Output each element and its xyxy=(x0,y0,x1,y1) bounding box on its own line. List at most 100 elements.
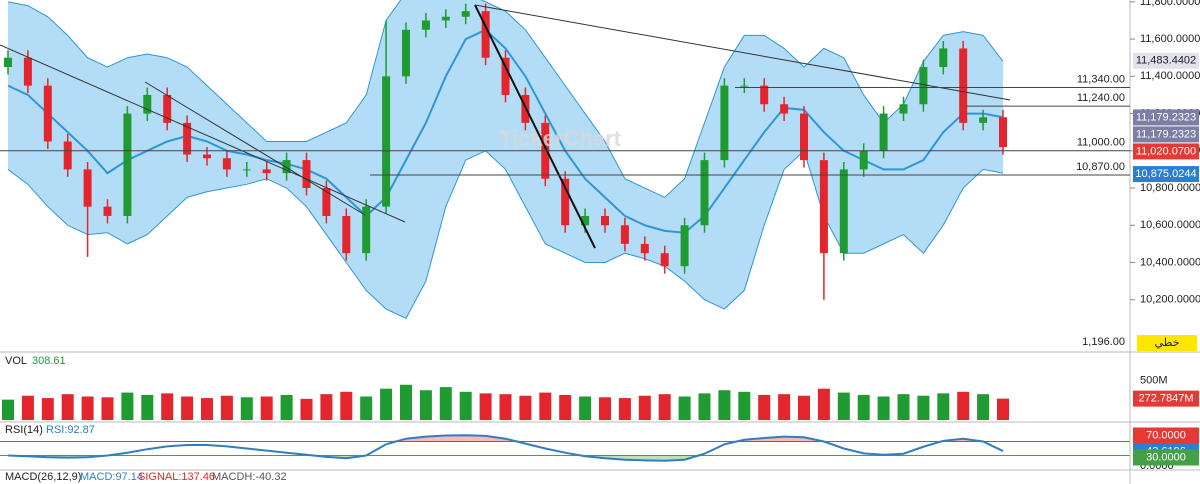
candle-body xyxy=(43,85,52,142)
candle-body xyxy=(581,215,590,226)
volume-bar xyxy=(240,397,253,420)
candle-body xyxy=(103,206,112,216)
candle-body xyxy=(421,20,430,30)
price-badge-label: 11,483.4402 xyxy=(1136,55,1196,67)
volume-bar xyxy=(459,391,472,420)
y-tick-label: 11,400.0000 xyxy=(1140,70,1200,82)
candle-body xyxy=(879,113,888,151)
volume-bar xyxy=(181,396,194,420)
trend-lines xyxy=(0,4,1011,249)
candle-body xyxy=(959,48,968,123)
volume-bar xyxy=(380,388,393,420)
volume-bar xyxy=(21,395,34,420)
trend-line xyxy=(474,4,596,249)
candle-body xyxy=(720,85,729,161)
volume-bar xyxy=(519,395,532,420)
rsi-line xyxy=(7,434,1004,462)
y-tick-label: 500M xyxy=(1140,375,1168,387)
price-badge xyxy=(1133,52,1199,69)
volume-bar xyxy=(280,394,293,420)
volume-bar xyxy=(479,393,492,420)
volume-bar xyxy=(141,394,154,420)
candle-body xyxy=(382,76,391,207)
candle-body xyxy=(839,169,848,254)
y-tick-label: 11,800.0000 xyxy=(1140,0,1200,8)
price-badge xyxy=(1133,427,1199,444)
candle-body xyxy=(561,178,570,226)
volume-bar xyxy=(917,395,930,420)
volume-bar xyxy=(579,396,592,420)
price-badge-label: 30.0000 xyxy=(1146,451,1186,463)
y-tick-label: 10,400.0000 xyxy=(1140,256,1200,268)
candle-body xyxy=(979,117,988,123)
volume-bar xyxy=(778,394,791,420)
candle-body xyxy=(123,113,132,216)
band-upper xyxy=(7,0,1004,198)
candle-body xyxy=(143,94,152,114)
price-badge xyxy=(1133,109,1199,126)
volume-bar xyxy=(698,393,711,420)
candle-body xyxy=(620,225,629,244)
candle-body xyxy=(740,85,749,87)
candle-body xyxy=(501,57,510,95)
price-badge-label: 10,875.0244 xyxy=(1135,168,1196,180)
volume-bar xyxy=(81,396,94,420)
volume-bar xyxy=(400,384,412,420)
volume-bar xyxy=(678,396,691,420)
panel-title: VOL xyxy=(5,355,27,367)
level-label: 11,340.00 xyxy=(1077,73,1125,85)
price-badge xyxy=(1133,166,1199,183)
volume-bar xyxy=(937,393,950,420)
y-tick-label: 10,800.0000 xyxy=(1140,182,1200,194)
candle-body xyxy=(899,104,908,114)
histogram-value: MACDH:-40.32 xyxy=(212,471,287,483)
candle-body xyxy=(660,253,669,267)
candle-body xyxy=(163,94,172,123)
level-label: 10,870.00 xyxy=(1076,161,1125,173)
volume-bar xyxy=(419,390,432,420)
candle-body xyxy=(83,169,92,207)
trend-line xyxy=(144,81,366,216)
candle-body xyxy=(601,215,609,226)
volume-bar xyxy=(439,387,452,420)
volume-bar xyxy=(499,394,512,420)
volume-bar xyxy=(320,394,333,420)
candle-body xyxy=(222,158,231,170)
volume-bar xyxy=(977,394,990,420)
trend-line xyxy=(0,44,406,223)
price-badge xyxy=(1133,449,1199,466)
level-label: 11,240.00 xyxy=(1077,92,1125,104)
volume-bar xyxy=(101,397,114,420)
candle-body xyxy=(939,48,948,68)
volume-bar xyxy=(121,392,134,420)
y-tick-label: 10,200.0000 xyxy=(1140,294,1200,306)
price-badge-label: 11,179.2323 xyxy=(1136,111,1196,123)
candle-body xyxy=(640,243,649,254)
watermark: TickerChart xyxy=(499,126,622,151)
volume-bar xyxy=(41,398,54,420)
volume-bar xyxy=(817,388,830,420)
volume-bar xyxy=(340,391,353,420)
candle-body xyxy=(441,16,450,21)
candle-body xyxy=(63,141,72,170)
price-badge-label: 11,020.0700 xyxy=(1136,145,1196,157)
candle-body xyxy=(819,160,828,254)
volume-bar xyxy=(997,398,1009,420)
volume-bar xyxy=(618,398,631,420)
volume-bar xyxy=(857,394,870,420)
price-badge xyxy=(1133,390,1199,407)
panel-value: RSI:92.87 xyxy=(46,424,95,436)
volume-bar xyxy=(2,399,14,420)
panel-value: 308.61 xyxy=(32,355,66,367)
candle-body xyxy=(183,122,192,155)
volume-bar xyxy=(161,393,174,420)
candle-body xyxy=(760,85,769,105)
panel-title: MACD(26,12,9) xyxy=(5,471,81,483)
mode-button-label[interactable]: خطي xyxy=(1155,337,1180,349)
candle-body xyxy=(242,169,251,171)
candle-body xyxy=(262,169,271,174)
level-label: 11,000.00 xyxy=(1077,137,1125,149)
mode-button[interactable] xyxy=(1137,335,1197,351)
candle-body xyxy=(302,160,311,189)
